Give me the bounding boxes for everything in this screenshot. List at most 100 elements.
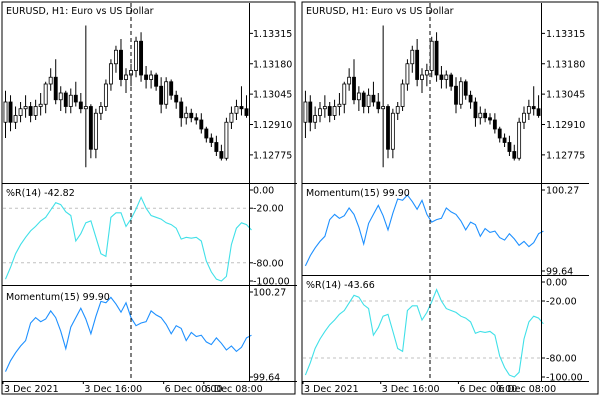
- left-candle-body: [149, 74, 154, 80]
- right-chart-window[interactable]: 1.13315 1.13180 1.13045 1.12910 1.12775 100.…: [301, 1, 599, 395]
- right-wpr-pane[interactable]: 0.00 -20.00 -80.00 -100.00: [303, 278, 583, 384]
- left-chart-border: [1, 1, 296, 395]
- left-wpr-tick-label: 0.00: [253, 186, 274, 197]
- left-wpr-tick-label: -80.00: [253, 258, 284, 269]
- left-candle-body: [144, 74, 149, 80]
- right-candle-body: [352, 76, 356, 101]
- right-candle-body: [337, 103, 342, 107]
- right-candle-body: [522, 112, 526, 123]
- left-candle-body: [98, 106, 103, 114]
- left-price-tick-label: 1.13045: [253, 90, 292, 101]
- left-candle-body: [134, 40, 138, 71]
- right-candle-body: [322, 106, 327, 110]
- right-candle-body: [390, 112, 395, 150]
- left-momentum-label: Momentum(15) 99.90: [6, 292, 110, 303]
- right-momentum-tick-label: 99.64: [546, 267, 573, 278]
- left-candle-body: [8, 101, 13, 123]
- right-chart-title: EURUSD, H1: Euro vs US Dollar: [306, 6, 454, 17]
- left-chart-title: EURUSD, H1: Euro vs US Dollar: [6, 6, 154, 17]
- right-candle-body: [429, 40, 434, 71]
- right-time-tick-label: 6 Dec 00:00: [459, 384, 517, 395]
- left-momentum-tick-label: 100.27: [253, 288, 286, 299]
- left-candle-body: [139, 40, 144, 76]
- right-candle-body: [405, 63, 410, 85]
- right-price-tick-label: 1.12910: [546, 120, 585, 131]
- left-candle-body: [23, 106, 28, 110]
- left-momentum-tick-label: 99.64: [253, 373, 280, 384]
- right-candle-body: [356, 92, 361, 101]
- right-candle-body: [502, 137, 507, 143]
- left-time-tick-label: 3 Dec 2021: [4, 384, 59, 395]
- left-candle-body: [159, 85, 164, 105]
- left-candle-body: [199, 119, 204, 130]
- left-time-tick-label: 6 Dec 00:00: [165, 384, 223, 395]
- right-candle-body: [449, 74, 454, 87]
- right-candle-body: [361, 92, 366, 107]
- right-candle-body: [376, 101, 381, 110]
- left-candle-body: [103, 83, 108, 107]
- left-candle-body: [209, 137, 214, 143]
- right-candle-body: [318, 108, 322, 116]
- right-candle-body: [463, 81, 468, 96]
- left-price-tick-label: 1.12910: [253, 120, 292, 131]
- left-candle-body: [93, 112, 98, 150]
- right-candle-body: [381, 106, 386, 110]
- left-time-tick-label: 3 Dec 16:00: [84, 384, 142, 395]
- left-candle-body: [234, 106, 239, 114]
- right-candle-body: [303, 101, 308, 123]
- left-candle-body: [214, 142, 219, 152]
- left-chart-window[interactable]: 1.13315 1.13180 1.13045 1.12910 1.12775 0.00…: [1, 1, 297, 395]
- right-price-pane[interactable]: 1.13315 1.13180 1.13045 1.12910 1.12775: [303, 25, 585, 168]
- right-wpr-tick-label: 0.00: [546, 278, 567, 289]
- right-candle-body: [473, 101, 478, 119]
- right-candle-body: [308, 101, 313, 123]
- right-candle-body: [395, 106, 400, 114]
- left-wpr-label: %R(14) -42.82: [6, 188, 75, 199]
- left-price-pane[interactable]: 1.13315 1.13180 1.13045 1.12910 1.12775: [3, 25, 292, 168]
- left-candle-body: [174, 94, 179, 103]
- right-candle-body: [536, 108, 541, 116]
- right-wpr-tick-label: -100.00: [546, 373, 583, 384]
- right-candle-body: [434, 40, 439, 76]
- left-price-tick-label: 1.13180: [253, 59, 292, 70]
- right-candle-body: [458, 81, 463, 105]
- right-candle-body: [371, 94, 376, 103]
- left-wpr-tick-label: -100.00: [253, 277, 290, 288]
- right-candle-body: [512, 151, 517, 159]
- right-candle-body: [492, 119, 497, 130]
- right-candle-body: [347, 76, 352, 85]
- left-candle-body: [48, 76, 53, 85]
- left-candle-body: [119, 49, 123, 80]
- right-candle-body: [313, 115, 318, 123]
- left-candle-body: [28, 106, 33, 116]
- right-price-tick-label: 1.13045: [546, 90, 585, 101]
- left-candle-body: [219, 151, 224, 159]
- left-candle-body: [204, 128, 209, 139]
- right-price-tick-label: 1.12775: [546, 150, 585, 161]
- left-candle-body: [108, 63, 113, 85]
- left-wpr-tick-label: -20.00: [253, 204, 284, 215]
- right-candle-body: [454, 85, 458, 105]
- right-price-tick-label: 1.13315: [546, 29, 585, 40]
- left-candle-body: [63, 92, 68, 107]
- right-candle-body: [507, 142, 512, 152]
- right-candle-body: [468, 94, 473, 103]
- right-wpr-tick-label: -80.00: [546, 354, 577, 365]
- right-time-tick-label: 6 Dec 08:00: [498, 384, 556, 395]
- left-candle-body: [154, 74, 159, 87]
- right-candle-body: [424, 70, 429, 76]
- right-candle-body: [526, 106, 531, 114]
- left-candle-body: [53, 76, 58, 101]
- left-candle-body: [114, 49, 118, 65]
- right-momentum-line: [304, 194, 544, 267]
- right-wpr-line: [304, 288, 544, 378]
- right-candle-body: [410, 49, 415, 65]
- left-candle-body: [38, 103, 43, 107]
- right-time-tick-label: 3 Dec 2021: [304, 384, 359, 395]
- right-candle-body: [531, 106, 536, 110]
- right-candle-body: [366, 94, 371, 107]
- left-candle-body: [244, 108, 249, 116]
- right-momentum-label: Momentum(15) 99.90: [306, 188, 410, 199]
